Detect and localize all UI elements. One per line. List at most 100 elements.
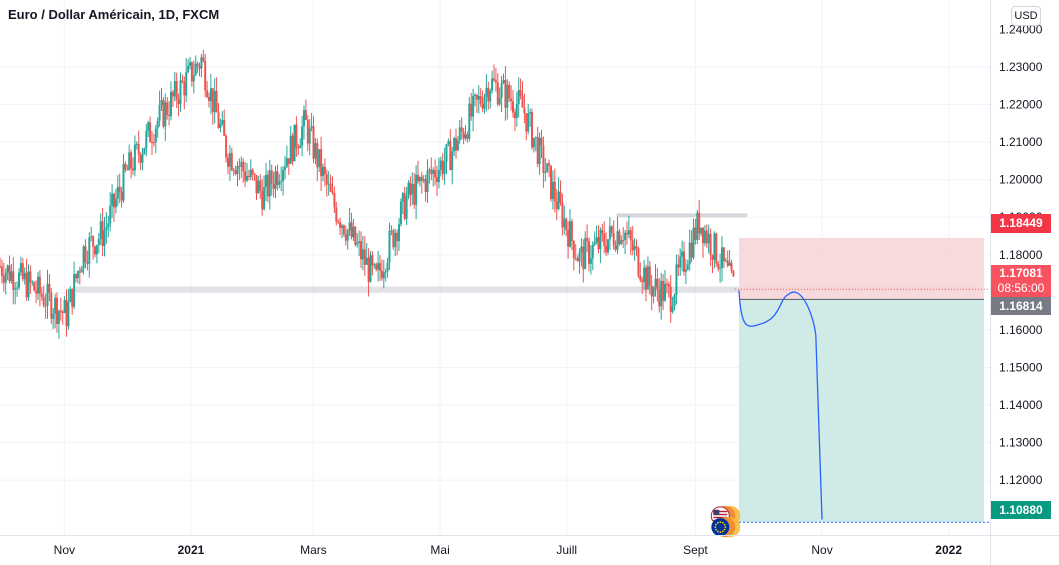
candle-body [179, 80, 182, 104]
candle-body [413, 184, 416, 205]
candle-body [177, 99, 180, 104]
candle-body [149, 122, 152, 143]
candle-body [327, 183, 330, 185]
candle-body [371, 255, 374, 266]
candle-body [679, 256, 682, 268]
candle-body [707, 233, 710, 244]
eu-flag-star [716, 530, 719, 533]
candle-body [700, 227, 703, 234]
candle-body [671, 306, 674, 312]
candle-body [462, 131, 465, 139]
candle-body [116, 186, 119, 199]
candle-body [293, 124, 296, 162]
candle-body [398, 224, 400, 242]
candle-body [297, 147, 300, 149]
candle-body [354, 226, 357, 245]
candle-body [272, 183, 275, 189]
candle-body [597, 237, 600, 250]
candle-body [88, 237, 91, 264]
stop-loss-price: 1.18449 [999, 216, 1043, 230]
candle-body [523, 107, 526, 114]
candle-body [386, 262, 389, 272]
event-markers [710, 505, 741, 538]
eu-flag-star [719, 531, 722, 533]
candle-body [103, 230, 106, 247]
candle-body [99, 221, 102, 239]
candle-body [76, 271, 79, 279]
candles [0, 49, 735, 339]
candle-body [255, 175, 258, 194]
candle-body [719, 267, 722, 269]
candle-body [105, 226, 108, 231]
candle-body [586, 238, 589, 242]
candle-body [481, 103, 484, 109]
candle-body [506, 84, 509, 108]
candle-body [643, 267, 646, 283]
currency-button[interactable]: USD [1011, 6, 1041, 26]
candle-body [635, 246, 638, 249]
target-price: 1.10880 [999, 503, 1043, 517]
candle-body [230, 152, 233, 171]
candle-body [510, 98, 513, 102]
candle-body [422, 179, 425, 181]
candle-body [132, 168, 134, 171]
candle-body [542, 145, 545, 173]
candle-body [135, 143, 138, 145]
candle-body [208, 97, 210, 102]
candle-body [401, 193, 404, 202]
candle-body [388, 230, 391, 263]
candle-body [236, 166, 239, 174]
candle-body [430, 169, 433, 174]
candle-body [709, 233, 712, 256]
candle-body [204, 61, 207, 91]
candle-body [33, 282, 36, 291]
candle-body [449, 141, 452, 171]
candle-body [692, 227, 695, 258]
eu-flag-star [723, 523, 726, 526]
candle-body [227, 157, 229, 167]
candle-body [629, 230, 632, 241]
candle-body [335, 207, 338, 222]
candle-body [234, 170, 237, 174]
eu-flag-star [715, 528, 717, 531]
eu-flag-star [724, 526, 727, 528]
candle-body [6, 265, 9, 273]
candle-body [209, 88, 212, 102]
candle-body [434, 169, 437, 178]
candle-body [538, 137, 541, 165]
candle-body [369, 255, 372, 282]
candle-body [173, 80, 176, 97]
eu-flag-disc [711, 518, 730, 537]
candle-body [29, 271, 32, 283]
candle-body [705, 230, 708, 244]
candle-body [650, 285, 653, 297]
candle-body [574, 258, 577, 260]
candle-body [285, 158, 288, 167]
candle-body [437, 169, 440, 183]
candle-body [57, 310, 60, 324]
candle-body [652, 287, 655, 297]
candle-body [411, 184, 414, 195]
candle-body [690, 242, 693, 258]
candle-body [137, 143, 140, 155]
candle-body [130, 152, 133, 169]
candle-body [532, 137, 535, 148]
projection-path [738, 290, 823, 520]
candle-body [111, 193, 114, 206]
candle-body [84, 246, 87, 263]
candle-body [660, 280, 663, 307]
candle-body [559, 191, 562, 203]
candle-body [38, 276, 41, 294]
candle-body [726, 260, 729, 266]
candle-body [607, 239, 609, 253]
candle-body [703, 230, 706, 244]
candle-body [417, 174, 419, 182]
candle-body [42, 296, 45, 306]
candle-body [175, 80, 178, 100]
candle-body [270, 170, 273, 184]
candle-body [333, 193, 336, 208]
candle-body [215, 91, 218, 113]
candle-body [217, 112, 220, 128]
stop-loss-zone [739, 237, 984, 300]
